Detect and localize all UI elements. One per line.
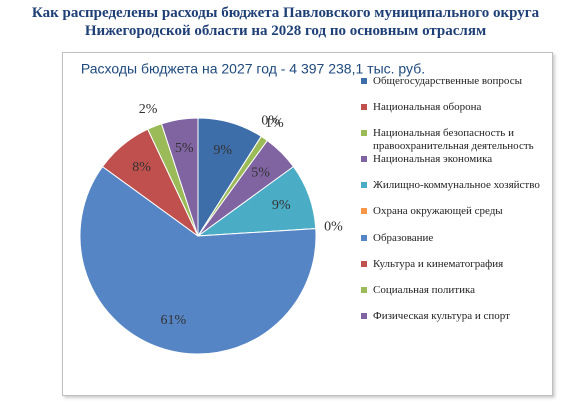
chart-title: Расходы бюджета на 2027 год - 4 397 238,… <box>81 61 425 77</box>
data-label: 9% <box>272 198 291 213</box>
data-label: 5% <box>251 166 270 181</box>
data-label: 8% <box>132 160 151 175</box>
pie-slice <box>79 165 317 355</box>
legend-swatch <box>361 261 367 267</box>
pie-slice <box>160 117 199 237</box>
legend-item: Охрана окружающей среды <box>361 205 551 218</box>
legend-label: Национальная безопасность и правоохранит… <box>373 127 534 152</box>
page-title: Как распределены расходы бюджета Павловс… <box>31 5 540 39</box>
legend-swatch <box>361 156 367 162</box>
legend-label: Социальная политика <box>373 284 476 296</box>
legend-swatch <box>361 313 367 319</box>
legend-swatch <box>361 208 367 214</box>
legend-swatch <box>361 235 367 241</box>
legend-swatch <box>361 182 367 188</box>
legend-item: Физическая культура и спорт <box>361 310 551 323</box>
data-label: 9% <box>213 143 232 158</box>
legend-item: Общегосударственные вопросы <box>361 75 551 88</box>
legend-item: Культура и кинематография <box>361 258 551 271</box>
legend-label: Жилищно-коммунальное хозяйство <box>373 179 540 191</box>
data-label: 0% <box>261 114 280 129</box>
chart-box: Расходы бюджета на 2027 год - 4 397 238,… <box>62 52 553 396</box>
legend-label: Культура и кинематография <box>373 258 504 270</box>
legend-item: Национальная оборона <box>361 101 551 114</box>
legend-item: Национальная экономика <box>361 153 551 166</box>
legend-item: Национальная безопасность и правоохранит… <box>361 127 551 153</box>
legend-label: Образование <box>373 232 434 244</box>
data-label: 61% <box>160 313 186 328</box>
legend-item: Социальная политика <box>361 284 551 297</box>
legend-label: Национальная оборона <box>373 101 482 113</box>
legend-item: Образование <box>361 232 551 245</box>
data-label: 2% <box>139 102 158 117</box>
legend-item: Жилищно-коммунальное хозяйство <box>361 179 551 192</box>
chart: Расходы бюджета на 2027 год - 4 397 238,… <box>79 61 425 355</box>
legend-swatch <box>361 130 367 136</box>
legend-label: Физическая культура и спорт <box>373 310 510 322</box>
legend-swatch <box>361 104 367 110</box>
data-label: 0% <box>324 220 343 235</box>
legend-label: Охрана окружающей среды <box>373 205 503 217</box>
data-label: 1% <box>265 116 284 131</box>
legend-swatch <box>361 287 367 293</box>
legend-label: Национальная экономика <box>373 153 493 165</box>
legend-swatch <box>361 78 367 84</box>
data-label: 5% <box>175 141 194 156</box>
legend-label: Общегосударственные вопросы <box>373 75 522 87</box>
